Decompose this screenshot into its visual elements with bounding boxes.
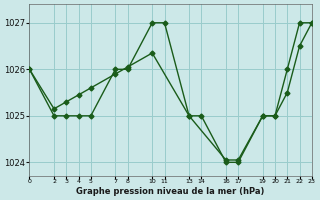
X-axis label: Graphe pression niveau de la mer (hPa): Graphe pression niveau de la mer (hPa) bbox=[76, 187, 265, 196]
